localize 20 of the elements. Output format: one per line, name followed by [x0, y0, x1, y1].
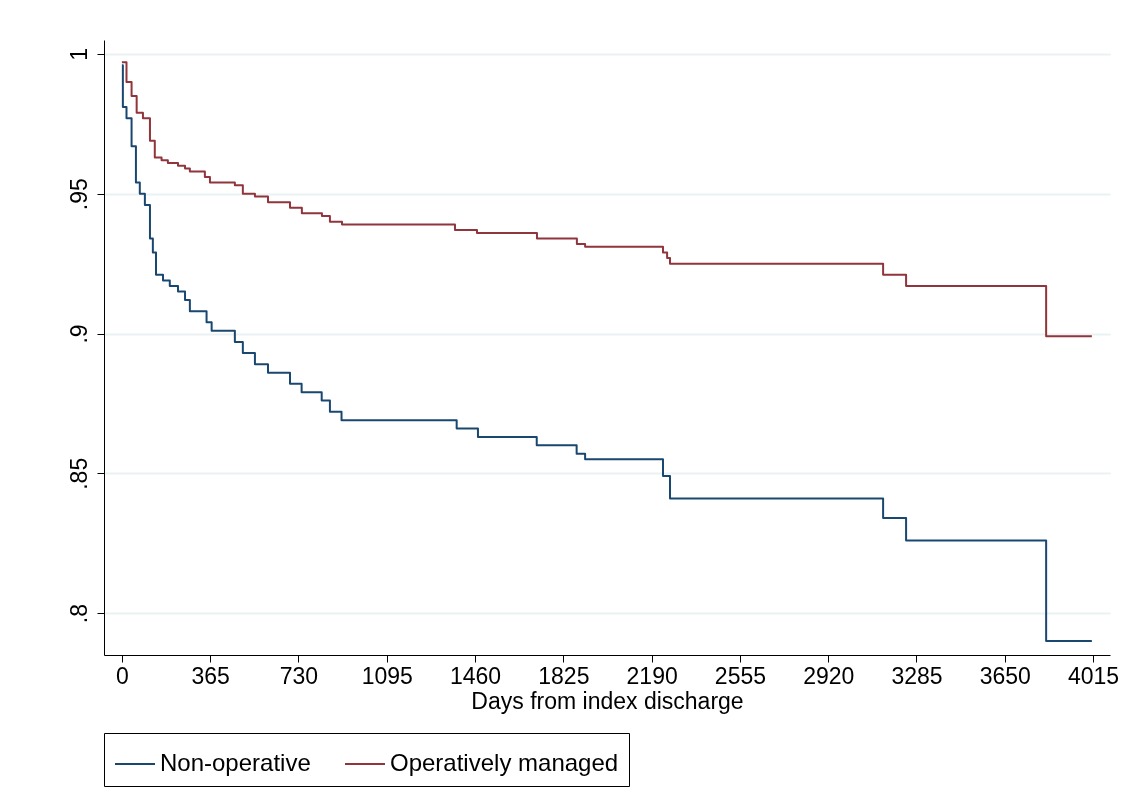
x-tick-label: 3285	[891, 662, 943, 689]
x-tick-label: 2555	[714, 662, 766, 689]
y-tick-label: .85	[65, 457, 92, 490]
x-tick-label: 730	[279, 662, 319, 689]
x-tick-label: 1095	[361, 662, 413, 689]
x-tick-label: 2920	[803, 662, 855, 689]
x-axis-title: Days from index discharge	[471, 687, 744, 714]
legend-label: Non-operative	[160, 749, 311, 776]
x-tick-label: 0	[116, 662, 129, 689]
x-tick-label: 365	[191, 662, 230, 689]
x-tick-label: 1460	[449, 662, 502, 689]
x-tick-label: 4015	[1067, 662, 1120, 689]
x-tick-label: 3650	[979, 662, 1031, 689]
y-tick-label: .95	[65, 178, 92, 211]
x-tick-label: 1825	[538, 662, 590, 689]
y-tick-label: 1	[65, 48, 92, 61]
legend-label: Operatively managed	[390, 749, 619, 776]
x-tick-label: 2190	[626, 662, 678, 689]
y-tick-label: .8	[65, 603, 92, 624]
y-tick-label: .9	[65, 324, 92, 344]
